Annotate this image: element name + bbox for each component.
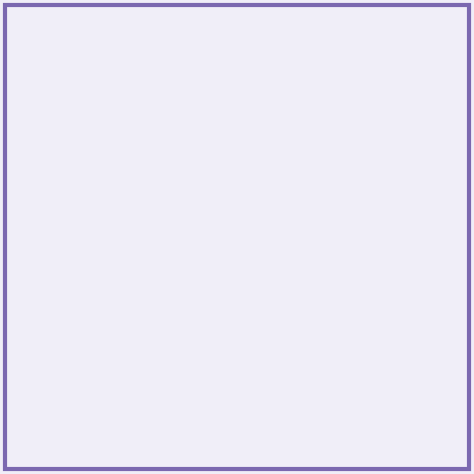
Text: $x_1$: $x_1$ [227,182,248,201]
Text: 5: 5 [153,334,165,351]
Text: 3: 3 [153,253,165,271]
Text: 48: 48 [230,253,255,271]
Text: 26: 26 [230,334,255,351]
Text: `: ` [161,307,166,317]
Text: Given the function defined in the table b: Given the function defined in the table … [18,102,389,120]
Text: Example 1: Example 1 [18,33,228,67]
Text: Avg. Rate of chan…: Avg. Rate of chan… [301,215,453,228]
Text: 36: 36 [229,293,255,311]
Text: $x_2$: $x_2$ [303,182,325,201]
Text: 6: 6 [153,374,165,392]
Text: the average rate of change, in simplest f: the average rate of change, in simplest … [18,130,388,148]
Text: Extend Page: Extend Page [179,442,257,455]
Text: function over the interval   4 ≤ x ≤ 6 .: function over the interval 4 ≤ x ≤ 6 . [18,159,366,177]
Text: 18: 18 [230,374,255,392]
Text: $x$: $x$ [152,213,166,230]
Text: $y$: $y$ [235,212,249,231]
Text: 4: 4 [153,293,165,311]
